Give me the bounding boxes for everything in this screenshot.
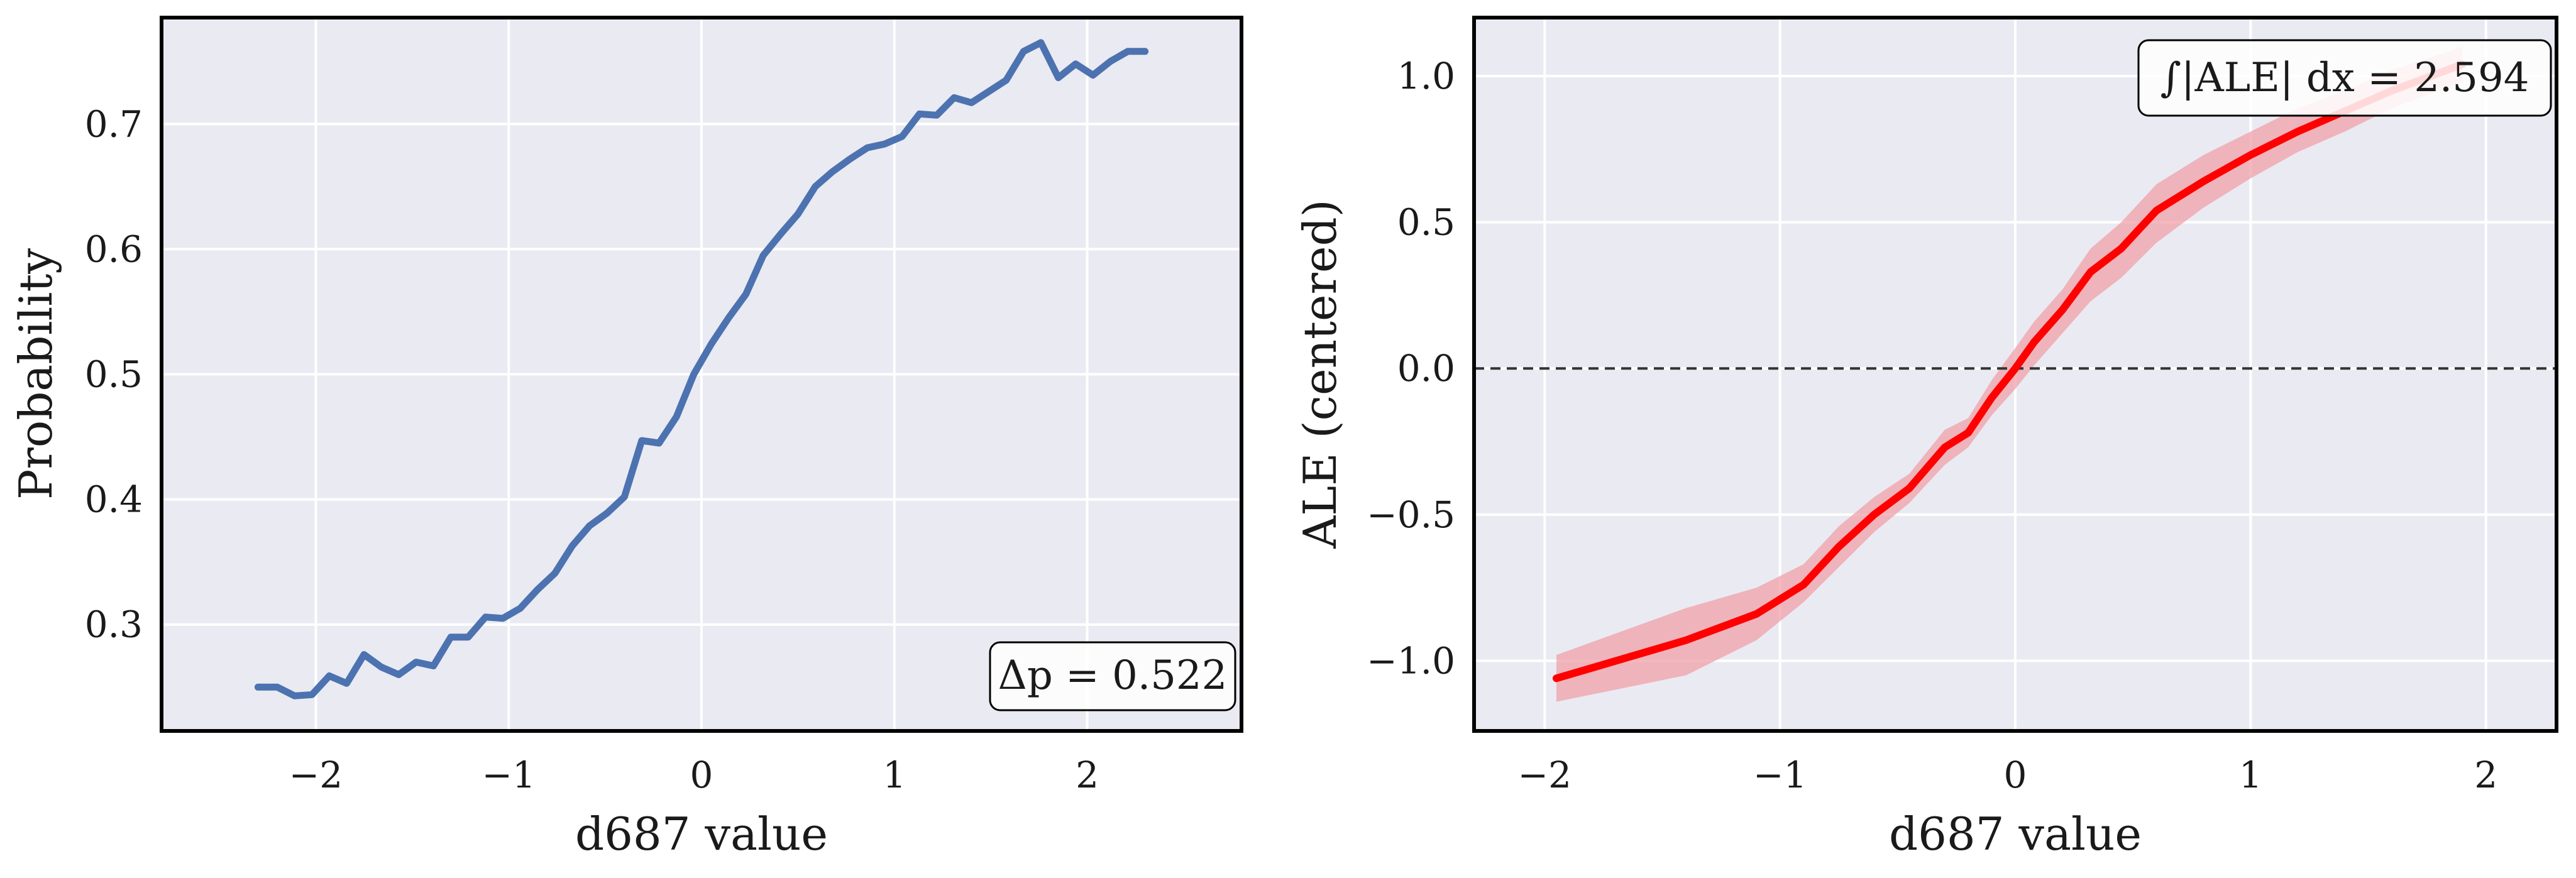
left-y-tick-label: 0.6 [85,228,143,270]
left-y-tick-label: 0.4 [85,478,143,521]
right-y-tick-label: 0.5 [1397,201,1455,244]
ale-integral-box [2137,39,2552,117]
delta-p-text: Δp = 0.522 [998,652,1228,699]
right-x-tick-label: −1 [1753,754,1807,796]
left-y-axis-label: Probability [9,248,62,500]
right-x-tick-label: −2 [1518,754,1572,796]
right-x-tick-label: 2 [2474,754,2497,796]
left-x-tick-label: −1 [482,754,536,796]
right-y-tick-label: 1.0 [1397,55,1455,97]
left-plot-frame [160,16,1243,733]
left-grid [162,18,1241,731]
right-y-tick-label: −1.0 [1367,639,1455,682]
right-y-axis-label: ALE (centered) [1294,199,1346,549]
ale-integral-text: ∫|ALE| dx = 2.594 [2160,55,2529,101]
left-panel: −2 −1 0 1 2 0.3 0.4 0.5 0.6 0.7 d687 value Probab… [9,16,1243,860]
right-y-tick-label: 0.0 [1397,347,1455,390]
delta-p-annotation: Δp = 0.522 [989,641,1236,711]
left-x-tick-label: 1 [883,754,906,796]
left-y-tick-label: 0.3 [85,603,143,646]
left-x-tick-label: 2 [1076,754,1099,796]
left-x-tick-label: −2 [289,754,343,796]
ale-line [1553,60,2467,683]
left-y-tick-label: 0.5 [85,353,143,396]
right-x-tick-label: 0 [2004,754,2027,796]
right-x-axis-label: d687 value [1889,808,2142,860]
delta-p-box [989,641,1236,711]
right-panel: −2 −1 0 1 2 −1.0 −0.5 0.0 0.5 1.0 d687 value ALE … [1294,16,2558,860]
probability-line [254,39,1149,700]
left-x-tick-label: 0 [690,754,713,796]
right-y-tick-label: −0.5 [1367,493,1455,536]
left-y-tick-label: 0.7 [85,102,143,145]
right-x-tick-label: 1 [2239,754,2262,796]
right-plot-frame [1472,16,2558,733]
left-x-axis-label: d687 value [575,808,828,860]
left-tick-labels: −2 −1 0 1 2 0.3 0.4 0.5 0.6 0.7 [85,102,1099,796]
right-tick-labels: −2 −1 0 1 2 −1.0 −0.5 0.0 0.5 1.0 [1367,55,2497,796]
ale-integral-annotation: ∫|ALE| dx = 2.594 [2137,39,2552,117]
